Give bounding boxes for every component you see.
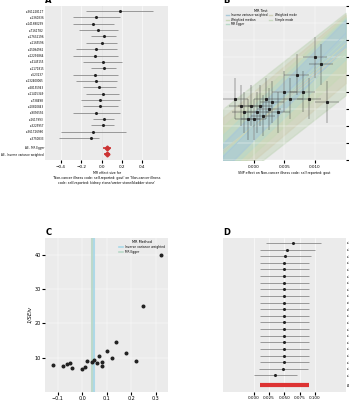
Point (79, 366, 85, 372)
Text: B: B (223, 0, 229, 5)
Point (99, 359, 104, 365)
Point (60, 363, 65, 370)
Legend: Inverse variance weighted, MR Egger: Inverse variance weighted, MR Egger (118, 239, 166, 255)
Point (104, 348, 110, 354)
Point (82, 364, 87, 370)
Point (89, 359, 95, 365)
Point (109, 354, 114, 361)
Text: A: A (45, 0, 52, 5)
Point (91, 357, 97, 364)
Y-axis label: 1/SEiv: 1/SEiv (27, 306, 32, 323)
Point (158, 252, 163, 258)
Point (69, 365, 75, 371)
Point (141, 303, 146, 310)
Point (99, 363, 104, 370)
Point (67, 360, 73, 366)
X-axis label: SNP effect on Non-cancer illness code: self-reported: gout: SNP effect on Non-cancer illness code: s… (238, 171, 331, 175)
Point (50, 361, 55, 368)
Point (133, 358, 139, 364)
Point (94, 360, 99, 366)
X-axis label: MR effect size for
'Non-cancer illness code: self-reported: gout' on 'Non-cancer: MR effect size for 'Non-cancer illness c… (53, 171, 161, 184)
Text: D: D (223, 228, 230, 237)
Point (114, 339, 119, 346)
Point (96, 353, 102, 359)
Text: C: C (45, 228, 52, 237)
Legend: Inverse variance weighted, Weighted median, MR Egger, Weighted mode, Simple mode: Inverse variance weighted, Weighted medi… (224, 7, 298, 27)
Point (65, 361, 70, 367)
Point (84, 358, 90, 364)
Point (124, 349, 129, 356)
